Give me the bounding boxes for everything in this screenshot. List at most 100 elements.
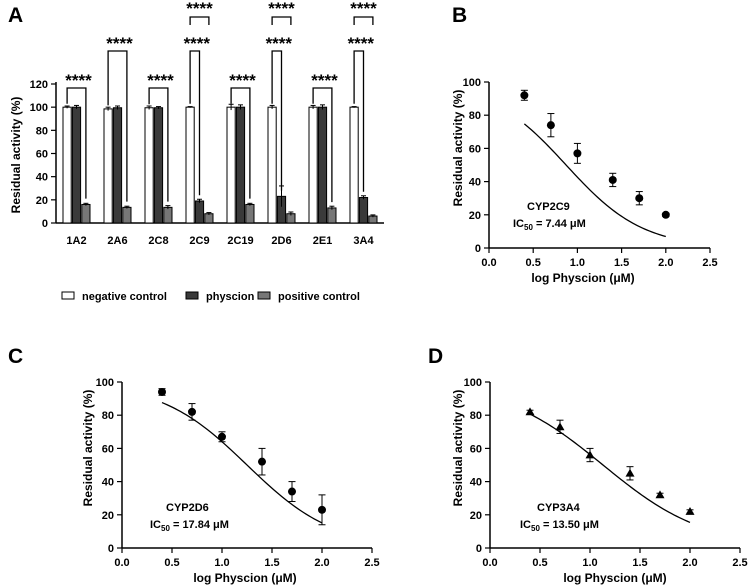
panel-c-ic50-label: IC50 = 17.84 μM (150, 519, 229, 533)
panel-b-dose-response: B Residual activity (%) log Physcion (μM… (451, 4, 718, 285)
panel-c-label: C (8, 345, 23, 368)
x-tick-label: 1.0 (570, 257, 585, 269)
data-point (520, 91, 529, 100)
x-tick-label: 1.0 (582, 557, 597, 569)
panel-b-x-axis-title: log Physcion (μM) (531, 271, 634, 285)
panel-a-x-tick-label: 2A6 (107, 235, 127, 247)
data-point (661, 210, 670, 219)
data-point (188, 407, 196, 416)
panel-a-bar (194, 200, 205, 224)
x-tick-label: 0.0 (114, 557, 129, 569)
panel-a-significance-bracket (353, 50, 365, 192)
panel-a-bar (112, 107, 123, 224)
panel-d-y-axis-title: Residual activity (%) (451, 390, 465, 507)
panel-a-bar (103, 108, 113, 224)
panel-a-legend-swatch (185, 291, 199, 300)
y-tick-label: 100 (463, 77, 481, 89)
panel-a-bar (317, 106, 328, 224)
panel-a-bar (185, 106, 195, 224)
x-tick-label: 0.5 (164, 557, 179, 569)
data-point (625, 468, 635, 477)
panel-a-bar (349, 106, 359, 224)
data-point (158, 387, 166, 396)
panel-a-significance-label: **** (348, 34, 375, 53)
panel-a-significance-bracket (189, 50, 201, 196)
data-point (218, 432, 226, 441)
panel-a-bar (308, 106, 318, 224)
panel-a-legend: negative control physcion positive control (61, 291, 360, 303)
data-point (555, 422, 565, 431)
panel-a-bar (122, 206, 132, 224)
y-tick-label: 80 (102, 410, 114, 422)
panel-b-y-axis-title: Residual activity (%) (451, 90, 465, 207)
panel-b-label: B (452, 4, 467, 27)
x-tick-label: 2.5 (732, 557, 747, 569)
panel-d-dose-response: D Residual activity (%) log Physcion (μM… (428, 345, 748, 585)
panel-a-significance-label: **** (350, 0, 377, 18)
panel-a-significance-label: **** (65, 71, 92, 90)
y-tick-label: 0 (475, 243, 481, 255)
panel-a-x-tick-label: 2D6 (271, 235, 291, 247)
panel-a-bar (267, 106, 277, 224)
data-point (635, 194, 644, 203)
panel-a-legend-swatch (257, 291, 271, 300)
x-tick-label: 0.5 (532, 557, 547, 569)
panel-a-bar (327, 207, 337, 224)
x-tick-label: 0.5 (526, 257, 541, 269)
data-point (318, 505, 326, 514)
panel-a-y-tick-label: 0 (42, 218, 48, 230)
y-tick-label: 20 (102, 510, 114, 522)
panel-a-significance-bracket (66, 87, 87, 199)
y-tick-label: 40 (470, 477, 482, 489)
data-point (685, 506, 695, 515)
x-tick-label: 2.5 (702, 257, 717, 269)
y-tick-label: 80 (470, 410, 482, 422)
y-tick-label: 60 (469, 143, 481, 155)
panel-a-bar (153, 107, 164, 224)
panel-a-significance-label: **** (147, 71, 174, 90)
panel-a-significance-bracket (353, 16, 374, 25)
panel-c-y-axis-title: Residual activity (%) (81, 390, 95, 507)
panel-a-significance-bracket (271, 16, 292, 25)
panel-a-y-axis-title: Residual activity (%) (9, 97, 23, 214)
panel-a-significance-bracket (107, 50, 128, 202)
data-point (608, 175, 617, 184)
x-tick-label: 1.0 (214, 557, 229, 569)
panel-b-ic50-label: IC50 = 7.44 μM (513, 218, 586, 232)
y-tick-label: 20 (469, 210, 481, 222)
y-tick-label: 60 (102, 443, 114, 455)
panel-a-bar (81, 203, 91, 224)
x-tick-label: 2.5 (364, 557, 379, 569)
panel-a-label: A (8, 4, 23, 27)
panel-a-bar-chart: A Residual activity (%) negative control… (8, 0, 384, 303)
y-tick-label: 100 (96, 377, 114, 389)
x-tick-label: 2.0 (314, 557, 329, 569)
panel-c-enzyme-label: CYP2D6 (166, 502, 209, 514)
x-tick-label: 0.0 (482, 557, 497, 569)
panel-a-legend-swatch (61, 291, 75, 300)
fit-curve (523, 123, 666, 238)
y-tick-label: 40 (469, 177, 481, 189)
panel-a-bar (71, 106, 82, 224)
panel-a-significance-label: **** (266, 34, 293, 53)
y-tick-label: 60 (470, 443, 482, 455)
panel-a-y-tick-label: 80 (36, 125, 48, 137)
panel-a-x-tick-label: 2E1 (313, 235, 333, 247)
panel-a-y-tick-label: 100 (30, 102, 48, 114)
panel-a-bar (245, 203, 255, 224)
panel-a-significance-label: **** (184, 34, 211, 53)
panel-a-bar (163, 206, 173, 224)
panel-a-x-tick-label: 2C8 (148, 235, 168, 247)
panel-a-bar (358, 197, 369, 224)
panel-a-y-tick-label: 20 (36, 195, 48, 207)
panel-a-bar (62, 106, 72, 224)
panel-a-bar (144, 107, 154, 224)
data-point (546, 121, 555, 130)
y-tick-label: 40 (102, 477, 114, 489)
panel-a-significance-bracket (148, 87, 169, 202)
panel-a-x-tick-label: 3A4 (353, 235, 374, 247)
panel-a-y-tick-label: 40 (36, 172, 48, 184)
panel-a-x-tick-label: 1A2 (66, 235, 86, 247)
panel-a-y-tick-label: 60 (36, 149, 48, 161)
